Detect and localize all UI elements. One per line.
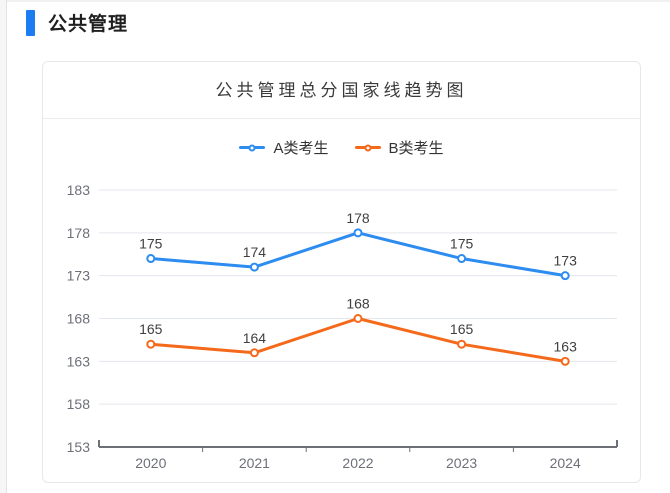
top-edge-divider bbox=[0, 0, 670, 2]
chart-body: A类考生 B类考生 153 158 163 168 173 178 183 2020 2021 20… bbox=[43, 119, 640, 481]
y-axis-label: 183 bbox=[67, 182, 91, 198]
data-point bbox=[353, 228, 363, 238]
data-point bbox=[249, 262, 259, 272]
value-label: 174 bbox=[243, 244, 267, 260]
data-point bbox=[457, 254, 467, 264]
x-axis-label: 2020 bbox=[135, 455, 166, 471]
value-label: 175 bbox=[139, 236, 163, 252]
data-point bbox=[560, 356, 570, 366]
legend-item-0[interactable]: A类考生 bbox=[239, 137, 329, 158]
y-axis-label: 163 bbox=[67, 353, 91, 369]
value-label: 165 bbox=[450, 321, 474, 337]
x-axis-label: 2023 bbox=[446, 455, 477, 471]
data-point bbox=[353, 314, 363, 323]
chart-title: 公共管理总分国家线趋势图 bbox=[43, 62, 640, 119]
x-axis-label: 2021 bbox=[239, 455, 270, 471]
value-label: 175 bbox=[450, 236, 474, 252]
data-point bbox=[146, 254, 156, 264]
legend-label: B类考生 bbox=[388, 140, 444, 157]
section-title: 公共管理 bbox=[48, 14, 129, 35]
data-point bbox=[560, 271, 570, 281]
legend-item-1[interactable]: B类考生 bbox=[354, 137, 444, 158]
value-label: 163 bbox=[554, 338, 578, 354]
value-label: 178 bbox=[346, 210, 370, 226]
legend-line-marker bbox=[239, 142, 266, 154]
legend-line-marker bbox=[354, 142, 381, 154]
value-label: 168 bbox=[346, 296, 370, 312]
x-axis-end-ticks bbox=[98, 440, 618, 447]
trend-chart: 153 158 163 168 173 178 183 2020 2021 2022 2023 202… bbox=[67, 182, 618, 471]
y-axis-label: 153 bbox=[67, 439, 91, 455]
section-header: 公共管理 bbox=[26, 9, 128, 36]
x-axis-label: 2024 bbox=[550, 455, 581, 471]
data-point bbox=[146, 339, 156, 349]
chart-legend: A类考生 B类考生 bbox=[43, 137, 640, 158]
x-axis-label: 2022 bbox=[342, 455, 373, 471]
y-axis-label: 178 bbox=[67, 225, 91, 241]
value-label: 165 bbox=[139, 321, 163, 337]
data-point bbox=[249, 348, 259, 358]
y-axis-label: 168 bbox=[67, 311, 91, 327]
chart-card: 公共管理总分国家线趋势图 A类考生 B类考生 153 158 163 168 173 178… bbox=[42, 61, 641, 483]
y-axis-label: 158 bbox=[67, 396, 91, 412]
section-accent-bar bbox=[26, 9, 35, 36]
value-label: 164 bbox=[243, 330, 267, 346]
series-line-1 bbox=[149, 317, 567, 363]
legend-label: A类考生 bbox=[273, 140, 329, 157]
y-axis-label: 173 bbox=[67, 268, 91, 284]
left-edge-divider bbox=[0, 0, 7, 493]
series-line-0 bbox=[149, 231, 567, 278]
value-label: 173 bbox=[554, 253, 578, 269]
data-point bbox=[457, 339, 467, 349]
